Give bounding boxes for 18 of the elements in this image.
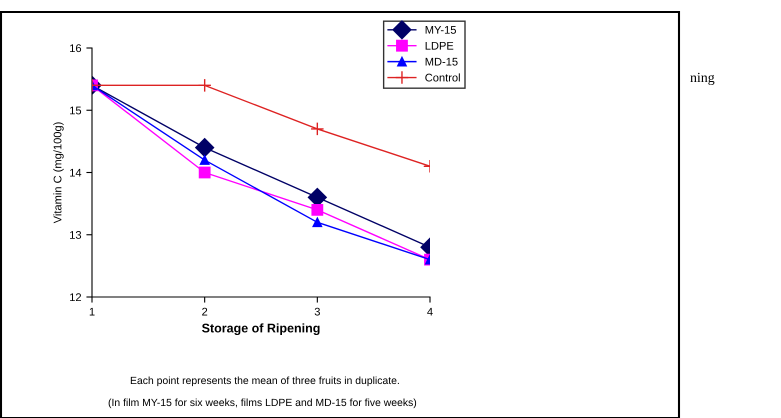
y-tick-label: 14	[70, 168, 82, 177]
text: ning	[690, 72, 714, 85]
x-tick-label: 2	[202, 308, 208, 316]
legend-label: MD-15	[426, 58, 458, 66]
x-axis-title: Storage of Ripening	[202, 323, 320, 336]
legend-label: MY-15	[426, 26, 456, 34]
y-tick-label: 12	[70, 293, 82, 302]
legend-label: Control	[425, 73, 460, 82]
x-tick-label: 4	[427, 308, 433, 316]
y-tick-label: 15	[70, 106, 82, 114]
y-axis-title: Vitamin C (mg/100g)	[53, 122, 64, 224]
text: (In film MY-15 for six weeks, films LDPE and MD-15 for five weeks)	[108, 398, 416, 408]
legend-label: LDPE	[426, 42, 454, 50]
x-tick-label: 1	[90, 308, 95, 316]
x-tick-label: 3	[314, 308, 320, 316]
y-tick-label: 16	[70, 44, 82, 52]
text: Each point represents the mean of three fruits in duplicate.	[130, 376, 399, 386]
y-tick-label: 13	[70, 231, 82, 239]
